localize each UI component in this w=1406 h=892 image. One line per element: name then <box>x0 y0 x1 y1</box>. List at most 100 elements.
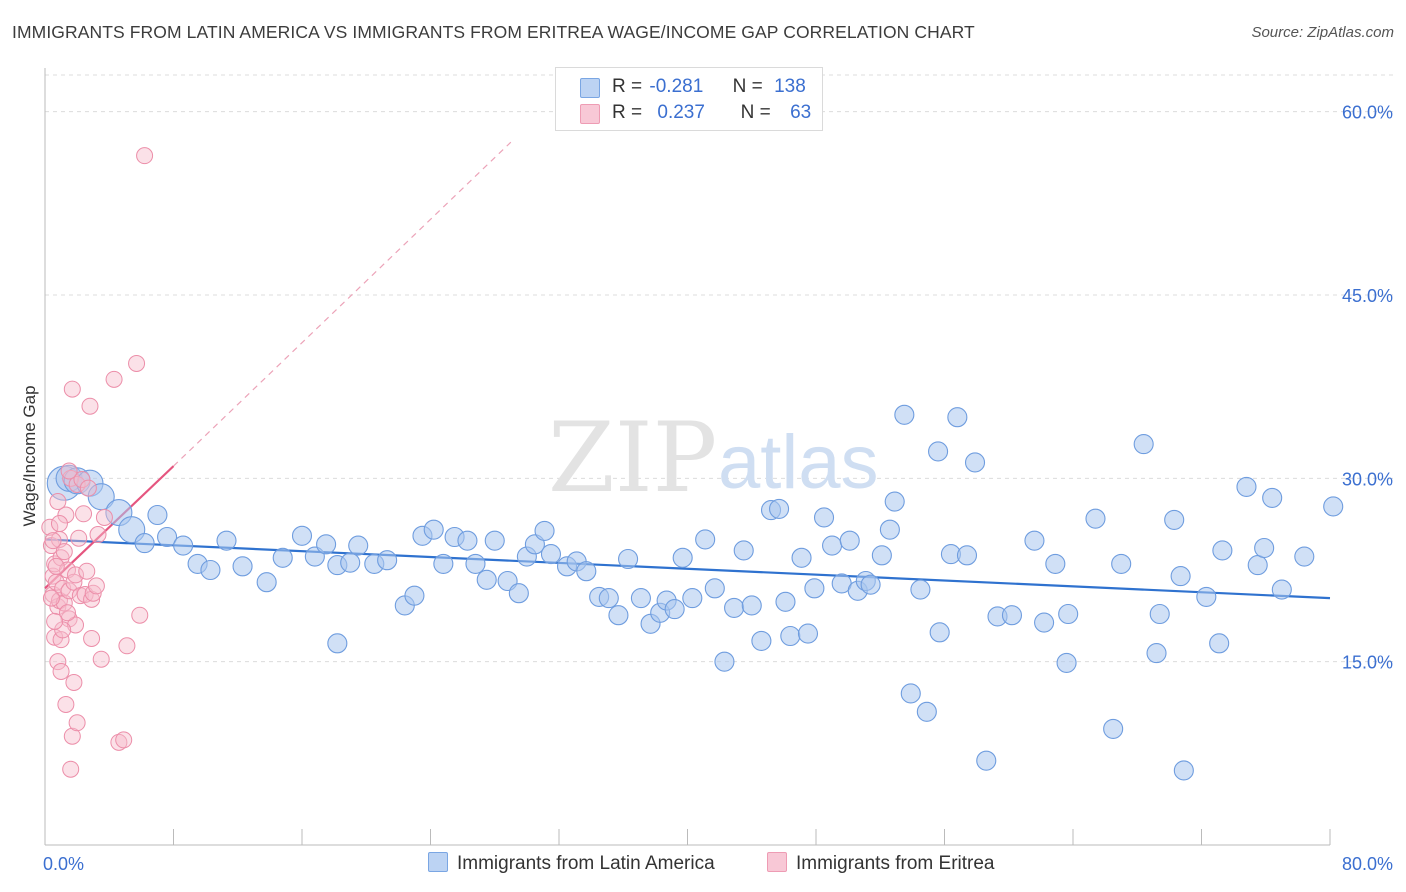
data-point-eritrea <box>79 479 97 497</box>
legend-n-label: N = <box>732 76 763 97</box>
legend-swatch-eritrea <box>580 104 600 124</box>
data-point-latin-america <box>797 623 819 644</box>
data-point-latin-america <box>1149 603 1170 625</box>
data-point-latin-america <box>608 605 629 626</box>
data-point-latin-america <box>348 535 369 556</box>
data-point-latin-america <box>956 545 978 566</box>
data-point-latin-america <box>695 529 716 550</box>
data-point-latin-america <box>879 519 900 540</box>
data-point-latin-america <box>804 578 825 599</box>
legend-label-eritrea: Immigrants from Eritrea <box>796 853 995 874</box>
data-point-latin-america <box>484 530 505 551</box>
y-tick-label: 45.0% <box>1342 286 1393 306</box>
y-axis-label: Wage/Income Gap <box>20 385 39 526</box>
data-point-latin-america <box>508 583 529 604</box>
watermark: ZIP atlas <box>548 402 879 514</box>
data-point-latin-america <box>714 651 735 672</box>
data-point-latin-america <box>1294 546 1315 567</box>
data-point-eritrea <box>49 493 67 511</box>
data-point-latin-america <box>860 574 881 595</box>
axes <box>44 68 1331 846</box>
y-tick-label: 30.0% <box>1342 469 1393 489</box>
data-point-eritrea <box>73 471 91 489</box>
data-point-eritrea <box>92 650 110 668</box>
data-point-latin-america <box>791 547 812 568</box>
data-point-latin-america <box>630 588 651 609</box>
data-point-eritrea <box>60 462 78 480</box>
trendline-eritrea <box>44 465 175 590</box>
data-point-latin-america <box>598 588 619 609</box>
data-point-eritrea <box>63 727 81 745</box>
data-point-latin-america <box>947 407 968 428</box>
data-point-latin-america <box>534 520 555 541</box>
data-point-eritrea <box>46 612 64 630</box>
data-point-latin-america <box>822 535 843 556</box>
legend-n-label: N = <box>740 102 771 123</box>
legend-swatch-latin <box>428 852 448 872</box>
legend-eritrea-r: 0.237 <box>657 102 705 123</box>
data-point-latin-america <box>928 441 949 462</box>
data-point-eritrea <box>89 526 107 544</box>
data-point-latin-america <box>340 552 361 573</box>
data-point-latin-america <box>1209 633 1230 654</box>
data-point-eritrea <box>47 557 65 575</box>
data-point-latin-america <box>423 519 444 540</box>
data-point-eritrea <box>75 505 93 523</box>
watermark-atlas: atlas <box>718 420 879 505</box>
data-point-latin-america <box>232 556 253 577</box>
data-point-latin-america <box>1247 555 1268 576</box>
legend-item-latin-america[interactable]: Immigrants from Latin America <box>428 852 715 875</box>
data-point-eritrea <box>95 508 113 526</box>
data-point-latin-america <box>813 507 835 528</box>
series-eritrea-points <box>41 147 154 778</box>
data-point-latin-america <box>664 599 685 620</box>
data-point-latin-america <box>775 591 796 612</box>
x-tick-label: 80.0% <box>1342 854 1393 874</box>
data-point-latin-america <box>682 588 703 609</box>
data-point-latin-america <box>1085 508 1106 529</box>
data-point-latin-america <box>916 701 937 722</box>
data-point-eritrea <box>42 589 60 607</box>
data-point-latin-america <box>157 526 178 548</box>
data-point-latin-america <box>1146 643 1167 664</box>
data-point-latin-america <box>1170 566 1191 587</box>
data-point-eritrea <box>87 577 105 595</box>
data-point-eritrea <box>83 629 101 647</box>
data-point-latin-america <box>751 630 772 651</box>
data-point-eritrea <box>60 582 78 600</box>
source-label: Source: ZipAtlas.com <box>1251 24 1394 41</box>
data-point-eritrea <box>57 695 75 713</box>
legend-item-eritrea[interactable]: Immigrants from Eritrea <box>767 852 994 875</box>
data-point-latin-america <box>724 597 745 618</box>
data-point-latin-america <box>1164 509 1185 530</box>
legend-latin-r: -0.281 <box>649 76 704 97</box>
data-point-latin-america <box>1212 540 1233 561</box>
data-point-eritrea <box>81 397 99 415</box>
data-point-latin-america <box>316 534 337 555</box>
data-point-latin-america <box>894 404 915 425</box>
data-point-eritrea <box>58 604 76 622</box>
data-point-latin-america <box>476 569 497 590</box>
data-point-eritrea <box>131 606 149 624</box>
data-point-latin-america <box>1056 652 1077 673</box>
data-point-eritrea <box>57 506 75 524</box>
data-point-latin-america <box>741 595 762 616</box>
data-point-latin-america <box>465 553 486 574</box>
series-latin-america-points <box>46 404 1344 781</box>
x-tick-label: 0.0% <box>43 854 84 874</box>
data-point-eritrea <box>83 590 101 608</box>
data-point-latin-america <box>964 452 986 473</box>
chart-title: IMMIGRANTS FROM LATIN AMERICA VS IMMIGRA… <box>12 22 975 42</box>
data-point-latin-america <box>1254 537 1275 559</box>
data-point-latin-america <box>618 548 639 570</box>
data-point-latin-america <box>1133 434 1154 455</box>
data-point-latin-america <box>929 622 950 643</box>
data-point-latin-america <box>404 585 425 606</box>
data-point-latin-america <box>733 540 754 561</box>
watermark-zip: ZIP <box>548 402 717 514</box>
trendline-eritrea-extension <box>173 141 512 467</box>
data-point-latin-america <box>291 525 313 546</box>
data-point-eritrea <box>41 518 59 536</box>
data-point-eritrea <box>70 529 88 547</box>
